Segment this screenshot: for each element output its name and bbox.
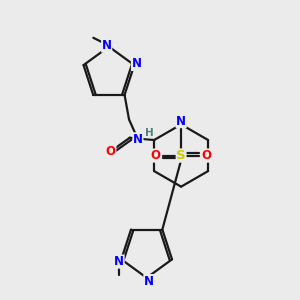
Text: N: N bbox=[131, 58, 142, 70]
Text: N: N bbox=[144, 274, 154, 288]
Text: N: N bbox=[102, 39, 112, 52]
Text: N: N bbox=[133, 133, 143, 146]
Text: N: N bbox=[114, 255, 124, 268]
Text: N: N bbox=[176, 115, 186, 128]
Text: H: H bbox=[145, 128, 153, 138]
Text: O: O bbox=[106, 145, 116, 158]
Text: S: S bbox=[176, 149, 186, 162]
Text: O: O bbox=[151, 149, 160, 162]
Text: O: O bbox=[202, 149, 212, 162]
